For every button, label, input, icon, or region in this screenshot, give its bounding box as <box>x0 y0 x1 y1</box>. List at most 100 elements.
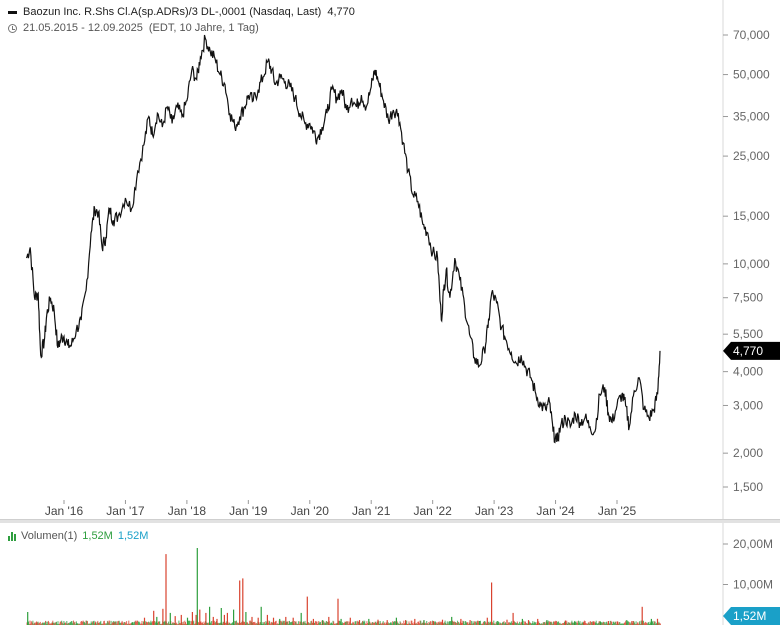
x-tick-label: Jan '16 <box>45 504 84 518</box>
volume-bar <box>64 622 66 625</box>
volume-bar <box>337 598 339 625</box>
volume-bar <box>624 622 626 625</box>
volume-bar <box>285 616 287 625</box>
volume-bar <box>545 621 547 625</box>
last-price-badge-label: 4,770 <box>733 344 763 358</box>
volume-bar <box>563 622 565 625</box>
y-tick-label: 2,000 <box>733 446 763 460</box>
volume-bar <box>128 620 130 625</box>
volume-bar <box>265 621 267 625</box>
volume-bar <box>581 623 582 625</box>
volume-bar <box>428 622 430 625</box>
volume-bar <box>493 620 495 625</box>
volume-bar <box>591 621 593 625</box>
volume-bar <box>578 620 579 625</box>
volume-bar <box>582 623 584 625</box>
volume-bar <box>262 622 264 625</box>
volume-bar <box>435 623 437 625</box>
x-tick-label: Jan '20 <box>291 504 330 518</box>
volume-bar <box>50 623 52 625</box>
volume-bar <box>166 623 168 625</box>
volume-bar <box>395 621 397 625</box>
volume-bar <box>160 623 162 625</box>
volume-bar <box>266 614 268 625</box>
volume-bar <box>606 623 608 625</box>
volume-bar <box>394 621 396 625</box>
volume-bar <box>497 621 499 625</box>
volume-bar <box>599 621 601 625</box>
volume-bar <box>343 623 345 625</box>
volume-bar <box>158 621 160 625</box>
volume-bar <box>157 622 158 625</box>
volume-bar <box>51 623 53 625</box>
volume-bar <box>471 623 473 625</box>
volume-bar <box>189 620 191 625</box>
volume-bar <box>30 621 32 625</box>
volume-bar <box>520 622 522 625</box>
volume-bar <box>375 621 377 625</box>
volume-bar <box>194 623 196 625</box>
volume-bar <box>178 620 180 625</box>
volume-bar <box>415 622 417 625</box>
volume-bar <box>566 620 568 625</box>
volume-bar <box>249 620 251 625</box>
volume-bar <box>415 623 417 625</box>
volume-bar <box>210 621 212 625</box>
volume-legend: Volumen(1) 1,52M 1,52M <box>8 530 148 542</box>
volume-bar <box>199 609 201 625</box>
x-tick-label: Jan '24 <box>536 504 575 518</box>
volume-bar <box>617 623 619 625</box>
volume-bar <box>578 622 580 625</box>
volume-bar <box>142 623 144 625</box>
volume-bar <box>569 623 571 625</box>
volume-bar <box>331 623 333 625</box>
volume-bar <box>381 623 383 625</box>
volume-bar <box>605 622 607 625</box>
volume-bar <box>68 623 70 625</box>
volume-bar <box>396 621 398 625</box>
volume-bar <box>379 623 380 625</box>
volume-bar <box>374 621 376 625</box>
volume-bar <box>559 622 561 625</box>
volume-bar <box>326 621 328 625</box>
volume-bar <box>247 623 249 625</box>
volume-bar <box>575 622 577 625</box>
series-swatch-icon <box>8 10 17 14</box>
volume-bar <box>27 612 29 625</box>
volume-bar <box>217 622 219 625</box>
volume-bar <box>421 622 423 625</box>
clock-icon <box>8 23 17 33</box>
volume-bar <box>439 622 441 625</box>
volume-bar <box>561 623 563 625</box>
volume-bar <box>355 621 357 625</box>
volume-bar <box>188 620 190 625</box>
volume-bar <box>221 623 223 625</box>
volume-bar <box>572 622 574 625</box>
volume-bar <box>45 620 46 625</box>
volume-bar <box>200 621 202 625</box>
volume-bar <box>135 621 137 625</box>
volume-bar <box>385 622 387 625</box>
volume-bar <box>233 609 235 625</box>
last-volume-badge-label: 1,52M <box>733 609 766 623</box>
volume-bar <box>632 621 634 625</box>
volume-bar <box>288 623 290 625</box>
volume-bar <box>503 621 505 625</box>
volume-bar <box>241 622 243 625</box>
volume-bar <box>335 623 337 625</box>
volume-bar <box>47 620 49 625</box>
volume-bar <box>366 621 368 625</box>
volume-bar <box>369 621 371 625</box>
volume-bar <box>252 622 254 625</box>
volume-bar <box>351 623 353 625</box>
range-info: (EDT, 10 Jahre, 1 Tag) <box>148 22 259 34</box>
volume-bar <box>311 622 313 625</box>
volume-bar <box>432 620 434 625</box>
volume-bar <box>299 621 301 625</box>
volume-bar <box>154 621 156 625</box>
volume-bar <box>186 617 189 625</box>
volume-bar <box>418 623 420 625</box>
volume-bar <box>342 623 344 625</box>
volume-bar <box>435 621 436 625</box>
